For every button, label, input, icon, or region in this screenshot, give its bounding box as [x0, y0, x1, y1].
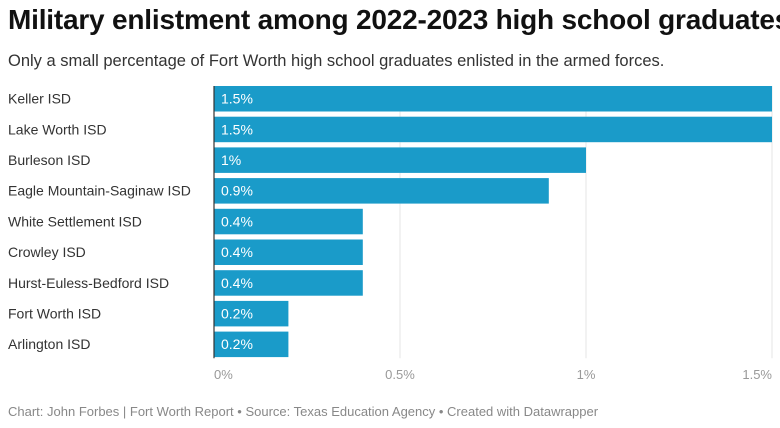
category-label: Crowley ISD [8, 244, 86, 260]
category-label: Hurst-Euless-Bedford ISD [8, 275, 169, 291]
bar-value-label: 1% [221, 152, 241, 168]
bar [214, 147, 586, 173]
category-label: Fort Worth ISD [8, 305, 101, 321]
bar [214, 331, 289, 358]
category-label: Arlington ISD [8, 336, 90, 352]
bar-value-label: 0.9% [221, 183, 253, 199]
bar [214, 239, 363, 265]
category-label: Eagle Mountain-Saginaw ISD [8, 183, 191, 199]
category-label: White Settlement ISD [8, 213, 142, 229]
x-tick-label: 0.5% [385, 367, 415, 382]
bar-value-label: 0.2% [221, 305, 253, 321]
bar-value-label: 0.4% [221, 275, 253, 291]
bar-value-label: 0.4% [221, 244, 253, 260]
bar [214, 270, 363, 296]
bar-chart: 0% 0.5% 1% 1.5% Keller ISD 1.5% Lake Worth ISD… [8, 86, 773, 382]
category-label: Lake Worth ISD [8, 121, 107, 137]
bar [214, 208, 363, 235]
bar [214, 86, 772, 112]
x-tick-label: 0% [214, 367, 233, 382]
bar [214, 300, 289, 327]
bar-value-label: 0.2% [221, 336, 253, 352]
bar-value-label: 1.5% [221, 91, 253, 107]
bar [214, 116, 772, 143]
chart-subtitle: Only a small percentage of Fort Worth hi… [8, 52, 665, 70]
category-label: Burleson ISD [8, 152, 90, 168]
chart-title: Military enlistment among 2022-2023 high… [8, 4, 780, 35]
bar [214, 178, 549, 204]
x-tick-label: 1.5% [742, 367, 772, 382]
category-label: Keller ISD [8, 91, 71, 107]
x-tick-label: 1% [577, 367, 596, 382]
bar-value-label: 0.4% [221, 213, 253, 229]
chart-footer: Chart: John Forbes | Fort Worth Report •… [8, 404, 599, 419]
bar-value-label: 1.5% [221, 121, 253, 137]
